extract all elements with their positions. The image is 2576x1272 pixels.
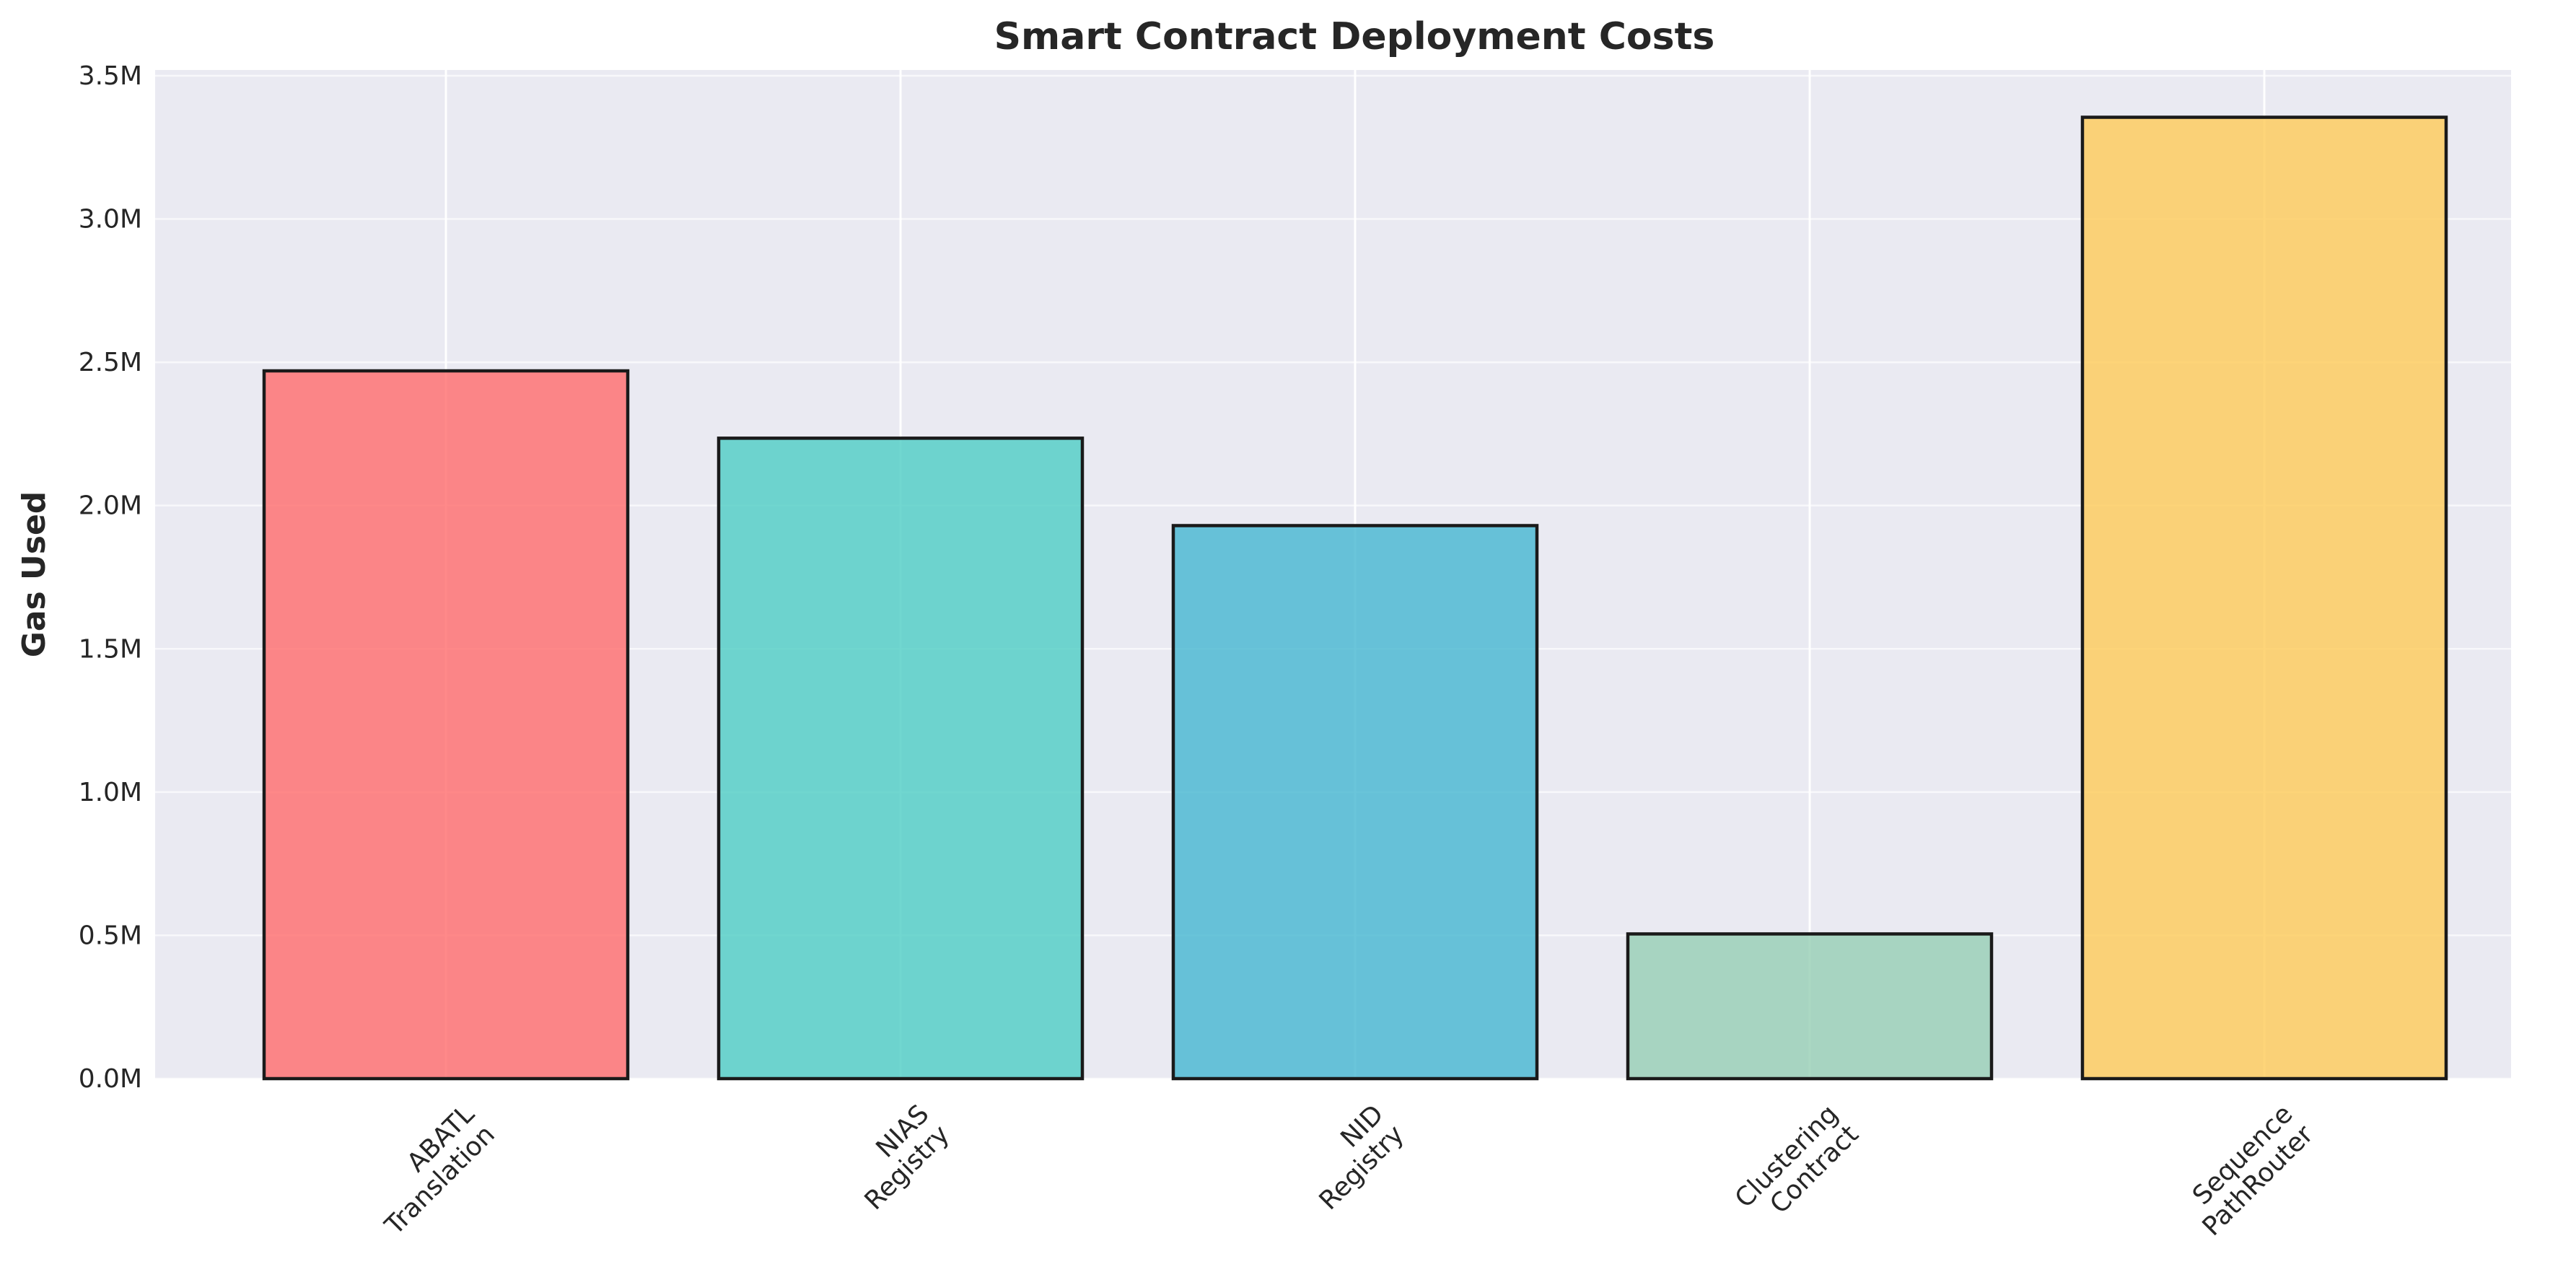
y-tick-label: 0.5M xyxy=(79,921,142,950)
bar xyxy=(2080,115,2448,1081)
bar xyxy=(262,369,630,1081)
y-tick-label: 1.0M xyxy=(79,778,142,807)
chart-title: Smart Contract Deployment Costs xyxy=(994,15,1715,58)
bar-layer xyxy=(262,115,2448,1081)
y-tick-label: 3.0M xyxy=(79,205,142,234)
y-tick-labels: 0.0M 0.5M 1.0M 1.5M 2.0M 2.5M 3.0M 3.5M xyxy=(79,61,142,1094)
y-tick-label: 2.0M xyxy=(79,491,142,521)
y-tick-label: 2.5M xyxy=(79,348,142,377)
y-axis-label: Gas Used xyxy=(16,491,53,658)
bar xyxy=(1171,524,1539,1081)
bar xyxy=(1626,932,1994,1081)
y-tick-label: 1.5M xyxy=(79,634,142,664)
y-tick-label: 3.5M xyxy=(79,61,142,91)
y-tick-label: 0.0M xyxy=(79,1064,142,1094)
bar xyxy=(717,437,1085,1081)
